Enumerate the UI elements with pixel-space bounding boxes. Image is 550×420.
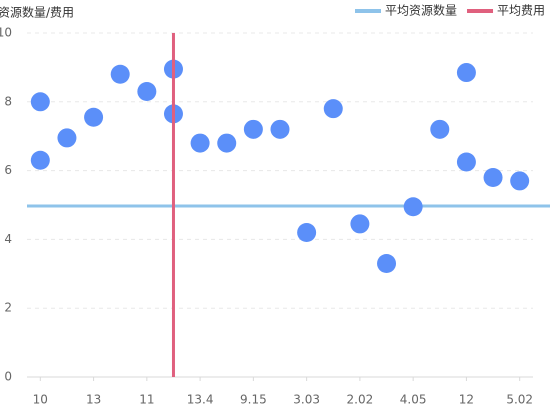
x-tick-label: 10 bbox=[33, 393, 48, 407]
y-axis-label: 资源数量/费用 bbox=[0, 5, 74, 20]
y-tick-label: 2 bbox=[4, 301, 12, 315]
point bbox=[137, 81, 157, 101]
y-tick-label: 10 bbox=[0, 26, 12, 40]
point bbox=[270, 119, 290, 139]
point bbox=[30, 150, 50, 170]
y-tick-label: 4 bbox=[4, 232, 12, 246]
y-tick-label: 0 bbox=[4, 370, 12, 384]
x-tick-label: 3.03 bbox=[293, 393, 320, 407]
x-tick-label: 2.02 bbox=[347, 393, 374, 407]
y-tick-label: 8 bbox=[4, 94, 12, 108]
point bbox=[510, 171, 530, 191]
legend-label: 平均资源数量 bbox=[385, 3, 457, 18]
point bbox=[217, 133, 237, 153]
point bbox=[190, 133, 210, 153]
point bbox=[110, 64, 130, 84]
point bbox=[483, 167, 503, 187]
point bbox=[30, 92, 50, 112]
point bbox=[57, 128, 77, 148]
x-tick-label: 11 bbox=[139, 393, 154, 407]
x-tick-label: 5.02 bbox=[506, 393, 533, 407]
x-tick-label: 12 bbox=[459, 393, 474, 407]
legend-label: 平均费用 bbox=[497, 4, 545, 18]
point bbox=[456, 152, 476, 172]
point bbox=[403, 197, 423, 217]
y-tick-label: 6 bbox=[4, 163, 12, 177]
point bbox=[84, 107, 104, 127]
x-tick-label: 4.05 bbox=[400, 393, 427, 407]
point bbox=[430, 119, 450, 139]
x-tick-label: 13 bbox=[86, 393, 101, 407]
point bbox=[297, 223, 317, 243]
point bbox=[350, 214, 370, 234]
x-tick-label: 9.15 bbox=[240, 393, 267, 407]
point bbox=[377, 253, 397, 273]
point bbox=[323, 99, 343, 119]
point bbox=[456, 63, 476, 83]
point bbox=[243, 119, 263, 139]
x-tick-label: 13.4 bbox=[187, 393, 214, 407]
